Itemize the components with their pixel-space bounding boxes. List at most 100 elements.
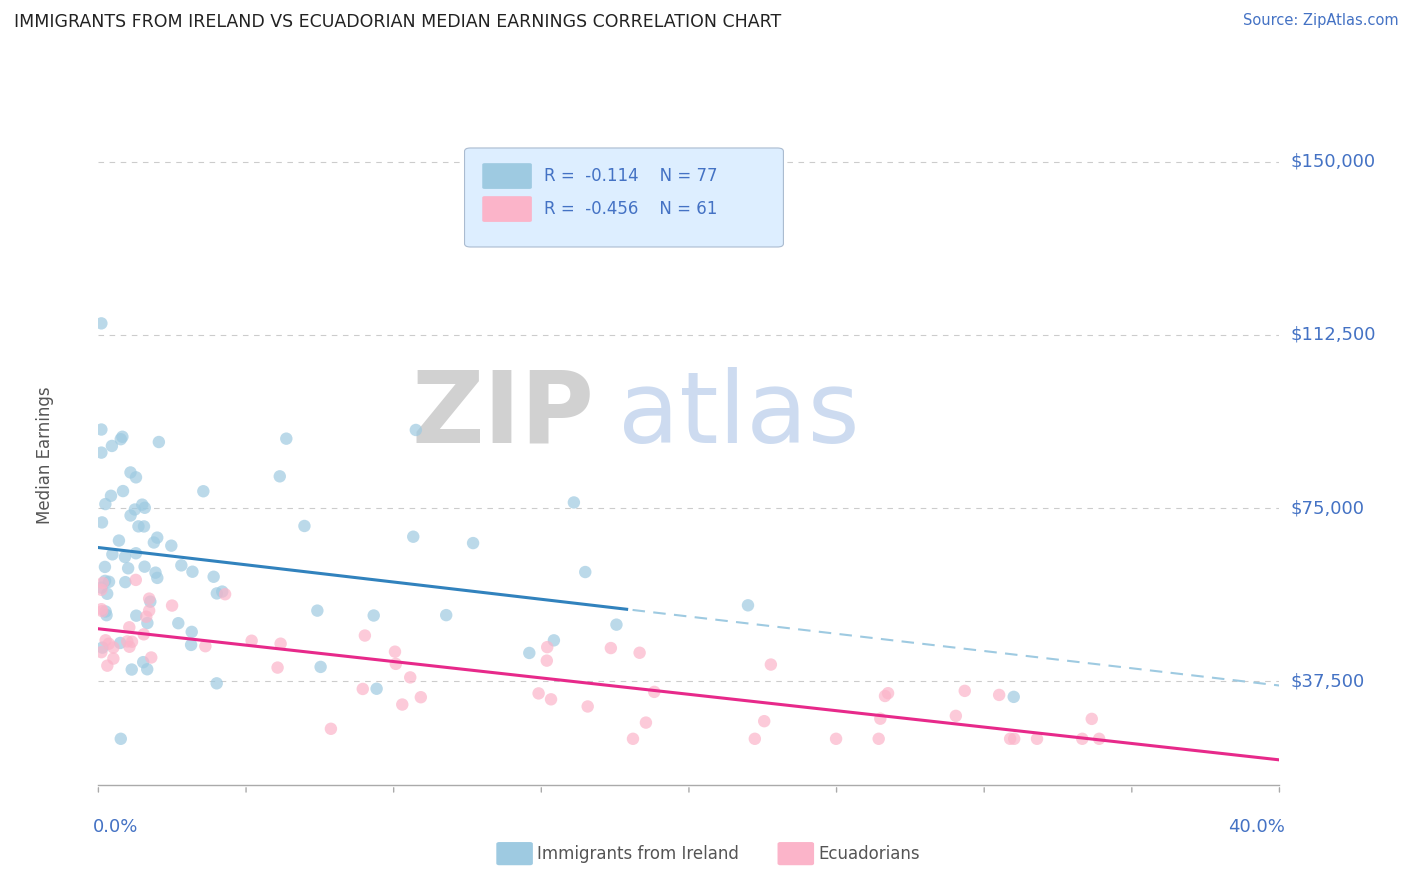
- Point: [108, 533, 131, 548]
- Point: [211, 584, 233, 599]
- Point: [91, 516, 114, 530]
- Point: [124, 502, 146, 516]
- Point: [125, 470, 148, 484]
- Point: [103, 651, 125, 665]
- Point: [90, 317, 112, 331]
- Point: [1071, 731, 1094, 746]
- Point: [953, 684, 976, 698]
- Point: [194, 639, 217, 653]
- Point: [132, 627, 155, 641]
- Point: [998, 731, 1021, 746]
- Point: [1026, 731, 1049, 746]
- Point: [120, 466, 142, 480]
- Point: [744, 731, 766, 746]
- Point: [90, 645, 112, 659]
- Text: atlas: atlas: [619, 367, 859, 464]
- Point: [96, 608, 118, 623]
- Text: Median Earnings: Median Earnings: [37, 386, 55, 524]
- Point: [136, 662, 159, 676]
- Point: [121, 634, 143, 648]
- Point: [111, 484, 134, 499]
- Point: [94, 633, 117, 648]
- Point: [167, 616, 190, 631]
- Point: [643, 685, 665, 699]
- Point: [409, 690, 432, 705]
- Point: [110, 432, 132, 446]
- Point: [868, 731, 890, 746]
- Point: [945, 709, 967, 723]
- Point: [101, 547, 124, 561]
- FancyBboxPatch shape: [464, 148, 783, 247]
- Point: [1088, 731, 1111, 746]
- Point: [96, 658, 118, 673]
- Point: [94, 560, 117, 574]
- Point: [160, 599, 183, 613]
- Point: [101, 439, 124, 453]
- Point: [148, 435, 170, 450]
- Point: [103, 640, 125, 655]
- Point: [1080, 712, 1102, 726]
- Point: [117, 634, 139, 648]
- Point: [385, 657, 408, 671]
- Point: [181, 565, 204, 579]
- Point: [134, 500, 156, 515]
- Point: [146, 571, 169, 585]
- Point: [527, 686, 550, 700]
- Point: [180, 638, 202, 652]
- Point: [146, 531, 169, 545]
- Point: [90, 582, 112, 597]
- Point: [605, 617, 627, 632]
- Text: Ecuadorians: Ecuadorians: [818, 845, 920, 863]
- Point: [366, 681, 388, 696]
- Point: [869, 712, 891, 726]
- Point: [97, 637, 120, 651]
- Point: [94, 605, 117, 619]
- Point: [270, 637, 292, 651]
- Point: [98, 574, 121, 589]
- Point: [873, 689, 896, 703]
- Point: [114, 549, 136, 564]
- Point: [91, 576, 114, 591]
- Point: [108, 636, 131, 650]
- Point: [91, 604, 114, 618]
- Point: [517, 646, 540, 660]
- Point: [309, 660, 332, 674]
- Point: [988, 688, 1011, 702]
- Point: [434, 608, 457, 623]
- Point: [536, 654, 558, 668]
- Text: ZIP: ZIP: [412, 367, 595, 464]
- Point: [94, 497, 117, 511]
- Point: [737, 599, 759, 613]
- Point: [391, 698, 413, 712]
- Point: [269, 469, 291, 483]
- Point: [111, 430, 134, 444]
- Point: [363, 608, 385, 623]
- Point: [461, 536, 484, 550]
- Text: IMMIGRANTS FROM IRELAND VS ECUADORIAN MEDIAN EARNINGS CORRELATION CHART: IMMIGRANTS FROM IRELAND VS ECUADORIAN ME…: [14, 13, 782, 31]
- Point: [132, 519, 155, 533]
- Point: [1002, 690, 1025, 704]
- Point: [131, 498, 153, 512]
- Point: [202, 570, 225, 584]
- Point: [754, 714, 776, 728]
- Point: [294, 519, 316, 533]
- Text: $150,000: $150,000: [1291, 153, 1375, 170]
- Point: [354, 628, 377, 642]
- Point: [125, 573, 148, 587]
- Point: [110, 731, 132, 746]
- Point: [352, 681, 374, 696]
- Point: [276, 432, 298, 446]
- Point: [628, 646, 651, 660]
- Point: [543, 633, 565, 648]
- Point: [142, 535, 165, 549]
- Text: R =  -0.456    N = 61: R = -0.456 N = 61: [544, 200, 717, 218]
- Point: [100, 489, 122, 503]
- Point: [384, 645, 406, 659]
- Point: [825, 731, 848, 746]
- Point: [90, 581, 112, 595]
- Point: [170, 558, 193, 573]
- Text: Source: ZipAtlas.com: Source: ZipAtlas.com: [1243, 13, 1399, 29]
- Point: [536, 640, 558, 654]
- Point: [117, 561, 139, 575]
- Point: [134, 559, 156, 574]
